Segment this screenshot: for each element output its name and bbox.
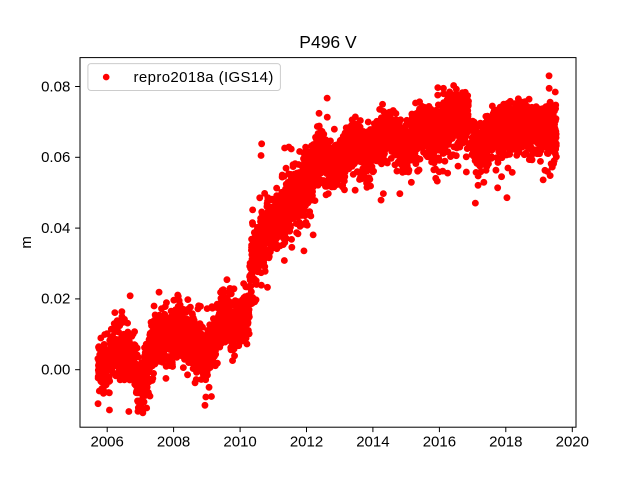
svg-text:2010: 2010 xyxy=(223,434,256,451)
svg-text:2008: 2008 xyxy=(157,434,190,451)
svg-text:2014: 2014 xyxy=(356,434,389,451)
svg-text:2012: 2012 xyxy=(290,434,323,451)
svg-text:0.04: 0.04 xyxy=(41,220,70,237)
svg-text:repro2018a (IGS14): repro2018a (IGS14) xyxy=(134,69,274,86)
svg-text:2018: 2018 xyxy=(489,434,522,451)
svg-text:m: m xyxy=(18,236,35,249)
svg-text:0.06: 0.06 xyxy=(41,149,70,166)
svg-text:0.08: 0.08 xyxy=(41,78,70,95)
svg-text:P496 V: P496 V xyxy=(299,32,357,52)
svg-text:0.00: 0.00 xyxy=(41,362,70,379)
svg-text:2016: 2016 xyxy=(423,434,456,451)
svg-text:2020: 2020 xyxy=(556,434,589,451)
svg-text:2006: 2006 xyxy=(91,434,124,451)
svg-text:0.02: 0.02 xyxy=(41,291,70,308)
